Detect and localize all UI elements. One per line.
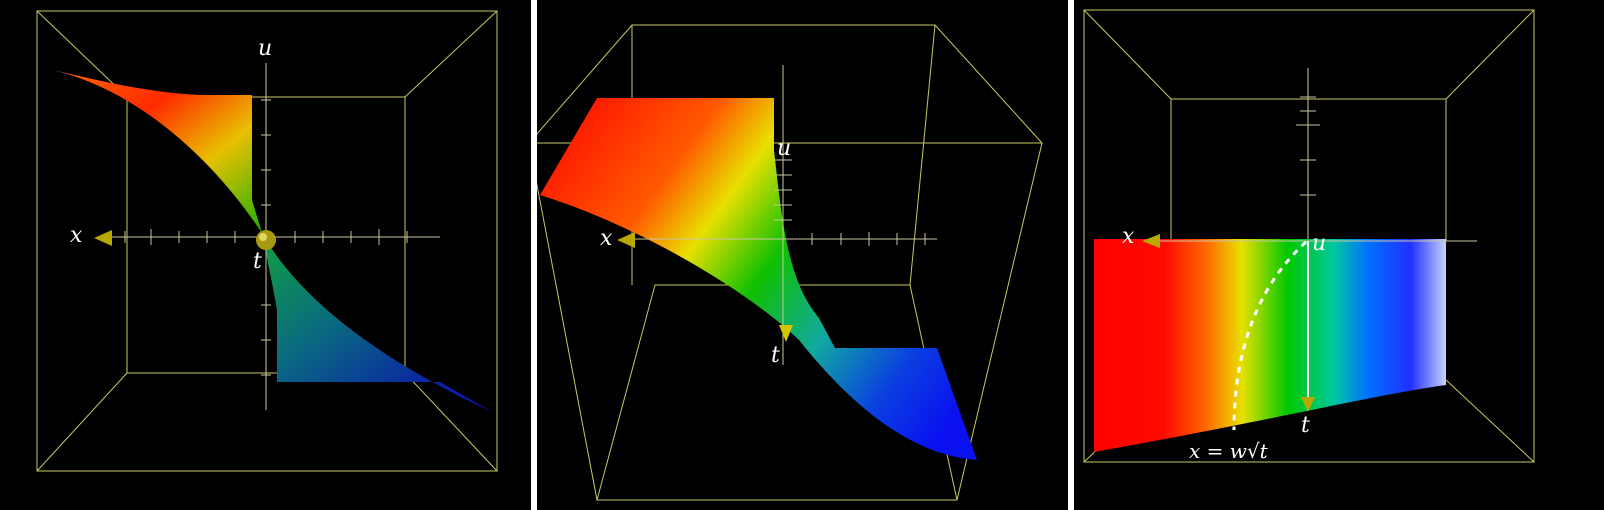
curve-equation-label: x = w√t (1189, 439, 1269, 463)
surface-plot-oblique-view: u x t (537, 24, 1044, 501)
u-axis-label: u (1312, 231, 1326, 256)
sphere-highlight (259, 233, 267, 241)
x-axis-label: x (70, 223, 83, 248)
surface-plot-top-view: u x t (36, 10, 498, 472)
axes (110, 63, 440, 410)
t-axis-label: t (253, 249, 262, 274)
surface-upper-region (52, 70, 262, 233)
x-axis-label: x (600, 226, 613, 251)
axes (1149, 68, 1477, 242)
u-axis-label: u (258, 36, 272, 61)
surface-region (540, 98, 977, 460)
t-axis-arrowhead-icon (1301, 397, 1315, 412)
axes (632, 65, 937, 365)
x-axis-arrowhead-icon (1142, 234, 1160, 248)
t-axis-label: t (1301, 413, 1310, 438)
t-axis-label: t (771, 343, 780, 368)
bounding-box (537, 24, 1044, 501)
u-axis-ticks (1296, 96, 1320, 196)
u-axis-ticks (774, 159, 792, 221)
surface-region (1094, 239, 1446, 452)
surface-plot-front-view: u x t x = w√t (1083, 9, 1535, 463)
x-axis-ticks (124, 229, 408, 245)
x-axis-arrowhead-icon (617, 232, 635, 248)
x-axis-arrowhead-icon (94, 230, 112, 246)
t-axis-sphere-icon (256, 230, 276, 250)
u-axis-ticks (261, 99, 271, 376)
surface-lower-region (262, 233, 492, 412)
panel-oblique-view: u x t (537, 0, 1068, 510)
x-axis-ticks (811, 232, 926, 246)
x-axis-label: x (1122, 224, 1135, 249)
panel-front-view: u x t x = w√t (1074, 0, 1604, 510)
u-axis-label: u (777, 136, 791, 161)
panel-top-view: u x t (0, 0, 531, 510)
t-axis-arrowhead-icon (779, 325, 793, 342)
